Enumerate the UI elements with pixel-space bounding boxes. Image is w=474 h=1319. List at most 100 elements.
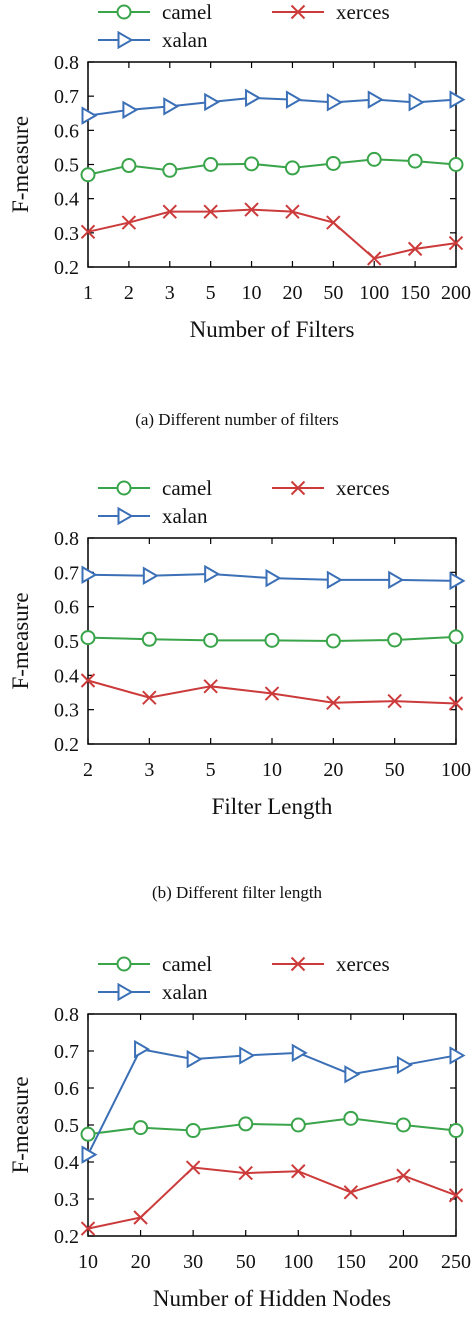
data-point-xalan — [81, 565, 98, 584]
legend-label-camel: camel — [162, 952, 212, 976]
x-tick-label: 10 — [262, 759, 282, 781]
data-point-xalan — [326, 93, 343, 112]
chart-filter-length: 0.2 0.3 0.4 0.5 0.6 0.7 0.8 2 3 5 10 20 50 100 Filter … — [8, 476, 471, 819]
data-point-xerces — [285, 204, 300, 219]
data-point-xerces — [396, 1168, 411, 1183]
data-point-camel — [448, 157, 464, 172]
data-point-xerces — [203, 204, 218, 219]
x-tick-label: 10 — [242, 282, 262, 304]
x-tick-label: 150 — [400, 282, 430, 304]
data-point-xerces — [203, 679, 218, 694]
chart-hidden-nodes: 0.2 0.3 0.4 0.5 0.6 0.7 0.8 10 20 30 50 100 150 200 25… — [8, 952, 471, 1311]
y-tick-label: 0.4 — [54, 665, 79, 687]
data-point-xalan — [134, 1039, 151, 1059]
y-tick-label: 0.7 — [54, 1041, 79, 1063]
data-point-xerces — [162, 204, 177, 219]
data-point-camel — [366, 151, 382, 167]
y-tick-label: 0.2 — [54, 1226, 79, 1248]
data-point-xerces — [343, 1185, 359, 1200]
y-axis-label: F-measure — [8, 592, 33, 689]
data-point-camel — [387, 632, 403, 648]
data-point-xalan — [408, 93, 425, 112]
legend-marker-xalan — [117, 30, 134, 50]
y-axis-label: F-measure — [8, 1076, 33, 1173]
chart-panel-filters: 0.2 0.3 0.4 0.5 0.6 0.7 0.8 1 2 3 5 10 20 50 100 150 200… — [0, 0, 474, 440]
x-axis-label: Filter Length — [212, 794, 333, 819]
data-point-xalan — [285, 90, 302, 109]
legend-marker-xalan — [117, 982, 134, 1002]
data-point-camel — [290, 1117, 306, 1133]
legend-label-xalan: xalan — [162, 28, 208, 52]
data-point-xalan — [326, 570, 343, 590]
data-point-camel — [133, 1120, 149, 1136]
x-axis-label: Number of Hidden Nodes — [153, 1286, 391, 1311]
data-point-xerces — [185, 1160, 201, 1175]
legend-marker-camel — [116, 956, 132, 972]
chart-filters: 0.2 0.3 0.4 0.5 0.6 0.7 0.8 1 2 3 5 10 20 50 100 150 200… — [8, 0, 471, 342]
data-point-camel — [141, 631, 157, 647]
y-tick-label: 0.5 — [54, 155, 79, 177]
data-point-xerces — [448, 235, 464, 251]
series-line-camel — [87, 1117, 457, 1136]
data-point-xalan — [449, 90, 466, 109]
y-tick-label: 0.5 — [54, 631, 79, 653]
legend-marker-xerces — [290, 480, 306, 496]
data-point-xalan — [367, 90, 384, 109]
data-point-xerces — [387, 693, 402, 709]
data-point-xalan — [265, 568, 282, 588]
x-tick-label: 100 — [441, 759, 471, 781]
series-line-xerces — [87, 208, 457, 260]
data-point-xalan — [81, 106, 98, 125]
data-point-xalan — [344, 1065, 361, 1084]
data-point-camel — [395, 1117, 411, 1133]
data-point-camel — [325, 155, 341, 171]
data-point-xalan — [142, 566, 159, 585]
legend-label-camel: camel — [162, 476, 212, 500]
data-point-xalan — [449, 571, 466, 591]
data-point-xerces — [238, 1165, 253, 1181]
y-axis-label: F-measure — [8, 116, 33, 213]
data-point-camel — [325, 633, 341, 649]
data-point-xalan — [81, 1145, 98, 1164]
y-tick-label: 0.7 — [54, 562, 79, 584]
data-point-xalan — [388, 570, 405, 590]
chart-panel-hidden-nodes: 0.2 0.3 0.4 0.5 0.6 0.7 0.8 10 20 30 50 100 150 200 25… — [0, 946, 474, 1319]
y-tick-label: 0.3 — [54, 1189, 79, 1211]
data-point-xerces — [133, 1210, 148, 1225]
x-tick-label: 150 — [336, 1251, 366, 1273]
data-point-camel — [162, 162, 178, 178]
data-point-xalan — [449, 1046, 466, 1065]
x-tick-label: 30 — [183, 1251, 203, 1273]
x-tick-label: 10 — [78, 1251, 98, 1273]
x-tick-label: 3 — [165, 282, 175, 304]
y-tick-label: 0.6 — [54, 120, 79, 142]
x-tick-label: 100 — [283, 1251, 313, 1273]
legend-label-xerces: xerces — [336, 0, 390, 24]
data-point-xalan — [245, 88, 262, 108]
data-point-camel — [448, 629, 464, 645]
chart-panel-filter-length: 0.2 0.3 0.4 0.5 0.6 0.7 0.8 2 3 5 10 20 50 100 Filter … — [0, 470, 474, 910]
legend-label-xalan: xalan — [162, 980, 208, 1004]
x-tick-label: 20 — [323, 759, 343, 781]
x-tick-label: 50 — [236, 1251, 256, 1273]
y-tick-label: 0.5 — [54, 1115, 79, 1137]
x-tick-label: 250 — [441, 1251, 471, 1273]
x-tick-label: 50 — [385, 759, 405, 781]
data-point-xerces — [142, 690, 157, 705]
data-point-xerces — [367, 251, 382, 266]
y-tick-label: 0.8 — [54, 1004, 79, 1026]
data-point-xerces — [80, 224, 96, 240]
x-tick-label: 200 — [441, 282, 471, 304]
data-point-camel — [80, 167, 96, 183]
y-tick-label: 0.2 — [54, 734, 79, 756]
y-tick-label: 0.6 — [54, 597, 79, 619]
data-point-camel — [238, 1116, 254, 1132]
data-point-xalan — [291, 1043, 308, 1063]
x-tick-label: 2 — [83, 759, 93, 781]
x-tick-label: 50 — [323, 282, 343, 304]
x-tick-label: 20 — [131, 1251, 151, 1273]
x-tick-label: 5 — [206, 282, 216, 304]
x-tick-label: 2 — [124, 282, 134, 304]
legend-label-xerces: xerces — [336, 476, 390, 500]
data-point-xerces — [407, 241, 423, 257]
